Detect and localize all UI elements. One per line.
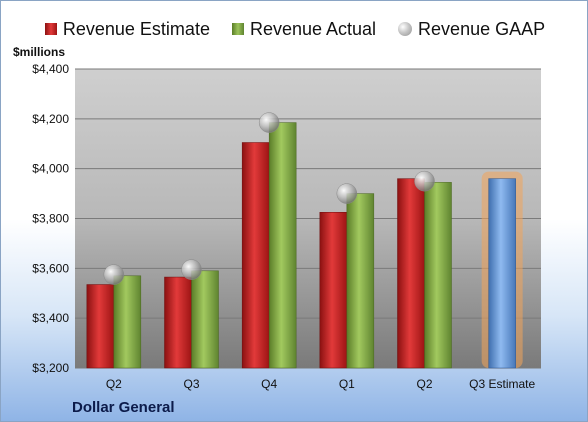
y-tick-label: $3,400: [32, 311, 69, 325]
bar-revenue-estimate: [397, 178, 425, 369]
chart-legend: Revenue Estimate Revenue Actual Revenue …: [1, 15, 587, 43]
x-tick-label: Q4: [261, 377, 277, 391]
company-name: Dollar General: [72, 399, 175, 416]
bar-revenue-estimate: [241, 142, 270, 369]
x-tick-label: Q3: [183, 377, 199, 391]
marker-revenue-gaap: [181, 259, 202, 280]
bar-revenue-actual: [268, 122, 297, 369]
bar-revenue-actual: [191, 270, 219, 369]
bar-revenue-actual: [346, 193, 375, 369]
bar-revenue-estimate: [319, 212, 348, 369]
gridlines: [75, 68, 541, 369]
y-tick-label: $4,400: [32, 62, 69, 76]
marker-revenue-gaap: [258, 112, 280, 133]
x-tick-label: Q1: [339, 377, 355, 391]
bar-revenue-estimate: [86, 284, 115, 369]
y-tick-label: $3,200: [32, 361, 69, 375]
x-tick-label: Q3 Estimate: [469, 377, 535, 391]
legend-label-revenue-estimate: Revenue Estimate: [62, 18, 210, 39]
bar-q3-estimate: [488, 178, 516, 369]
y-tick-label: $3,800: [32, 212, 69, 226]
bar-revenue-estimate: [164, 276, 192, 369]
legend-swatch-revenue-gaap: [398, 22, 413, 36]
bars: [86, 122, 523, 369]
gaap-markers: [103, 112, 435, 285]
y-tick-label: $4,000: [32, 162, 69, 176]
legend-item-revenue-actual: Revenue Actual: [231, 18, 377, 40]
bar-revenue-actual: [113, 275, 142, 369]
legend-swatch-revenue-estimate: [44, 23, 57, 35]
y-axis-unit-label: $millions: [13, 45, 66, 59]
marker-revenue-gaap: [414, 170, 435, 192]
marker-revenue-gaap: [336, 183, 358, 204]
x-axis-tick-labels: Q2 Q3 Q4 Q1 Q2 Q3 Estimate: [106, 377, 536, 391]
legend-label-revenue-gaap: Revenue GAAP: [418, 18, 546, 39]
legend-swatch-revenue-actual: [231, 23, 244, 35]
legend-label-revenue-actual: Revenue Actual: [249, 18, 377, 39]
marker-revenue-gaap: [103, 264, 125, 285]
legend-item-revenue-gaap: Revenue GAAP: [398, 19, 545, 40]
y-axis-tick-labels: $3,200 $3,400 $3,600 $3,800 $4,000 $4,200 $4,4…: [32, 62, 69, 375]
y-tick-label: $4,200: [32, 112, 69, 126]
x-tick-label: Q2: [106, 377, 122, 391]
bar-revenue-actual: [424, 182, 452, 369]
legend-item-revenue-estimate: Revenue Estimate: [44, 18, 210, 40]
x-tick-label: Q2: [416, 377, 432, 391]
y-tick-label: $3,600: [32, 261, 69, 275]
